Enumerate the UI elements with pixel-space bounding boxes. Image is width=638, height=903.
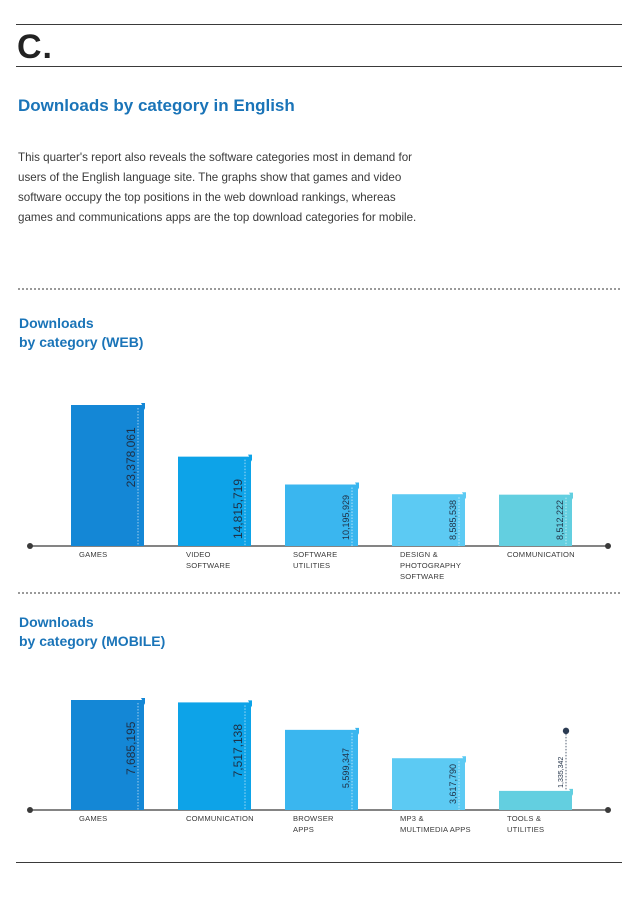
bar-tab [462, 756, 466, 764]
value-label-1: 7,685,195 [124, 721, 138, 775]
category-label: APPS [293, 825, 314, 834]
category-label: DESIGN & [400, 550, 438, 559]
bar-tab [248, 454, 252, 462]
bar-3 [285, 729, 358, 810]
bar-5 [499, 790, 572, 810]
bar-5 [499, 494, 572, 546]
category-label: VIDEO [186, 550, 211, 559]
top-rule [16, 24, 622, 25]
category-label: GAMES [79, 550, 107, 559]
mobile-downloads-chart: 7,685,195 GAMES 7,517,138 COMMUNICATION 5,59… [27, 698, 611, 834]
axis-end-dot [27, 543, 33, 549]
mobile-chart-title-line-2: by category (MOBILE) [19, 633, 166, 649]
axis-end-dot [605, 807, 611, 813]
category-label: MULTIMEDIA APPS [400, 825, 471, 834]
value-label-3: 10,195,929 [341, 495, 351, 540]
section-letter: C. [17, 28, 53, 66]
axis-end-dot [27, 807, 33, 813]
category-label: TOOLS & [507, 814, 541, 823]
bar-tab [462, 492, 466, 500]
mobile-chart-title: Downloads by category (MOBILE) [19, 613, 165, 651]
value-label-4: 8,585,538 [448, 500, 458, 540]
bar-2 [178, 702, 251, 810]
category-label: MP3 & [400, 814, 424, 823]
bar-tab [248, 700, 252, 708]
web-downloads-chart: 23,378,061 GAMES 14,815,719 VIDEO SOFTWARE 10… [27, 403, 611, 581]
bar-2 [178, 456, 251, 546]
bar-tab [355, 727, 359, 735]
value-label-2: 14,815,719 [231, 479, 245, 539]
bottom-rule [16, 862, 622, 863]
category-label: SOFTWARE [400, 572, 444, 581]
category-label: UTILITIES [293, 561, 330, 570]
value-label-5: 1,335,342 [558, 757, 565, 788]
bar-tab [141, 698, 145, 705]
value-label-3: 5,599,347 [341, 748, 351, 788]
bar-tab [141, 403, 145, 410]
bar-tab [569, 492, 573, 500]
bar-3 [285, 484, 358, 546]
category-label: UTILITIES [507, 825, 544, 834]
web-chart-title-line-2: by category (WEB) [19, 334, 144, 350]
bar-tab [355, 482, 359, 490]
category-label: COMMUNICATION [186, 814, 254, 823]
category-label: SOFTWARE [186, 561, 230, 570]
value-leader-dot [562, 727, 570, 735]
category-label: SOFTWARE [293, 550, 337, 559]
bar-1 [71, 700, 144, 810]
mobile-chart-title-line-1: Downloads [19, 614, 94, 630]
dotted-divider [18, 288, 620, 290]
dotted-divider [18, 592, 620, 594]
value-label-4: 3,617,790 [448, 764, 458, 804]
header-rule [16, 66, 622, 67]
bar-tab [569, 788, 573, 796]
value-label-1: 23,378,061 [124, 427, 138, 487]
category-label: BROWSER [293, 814, 334, 823]
category-label: GAMES [79, 814, 107, 823]
axis-end-dot [605, 543, 611, 549]
bar-4 [392, 758, 465, 810]
category-label: PHOTOGRAPHY [400, 561, 461, 570]
value-label-5: 8,512,222 [555, 500, 565, 540]
bar-4 [392, 494, 465, 546]
category-label: COMMUNICATION [507, 550, 575, 559]
page-title: Downloads by category in English [18, 96, 295, 115]
web-chart-title-line-1: Downloads [19, 315, 94, 331]
value-label-2: 7,517,138 [231, 724, 245, 778]
bar-1 [71, 405, 144, 546]
web-chart-title: Downloads by category (WEB) [19, 314, 143, 352]
intro-paragraph: This quarter's report also reveals the s… [18, 151, 417, 224]
